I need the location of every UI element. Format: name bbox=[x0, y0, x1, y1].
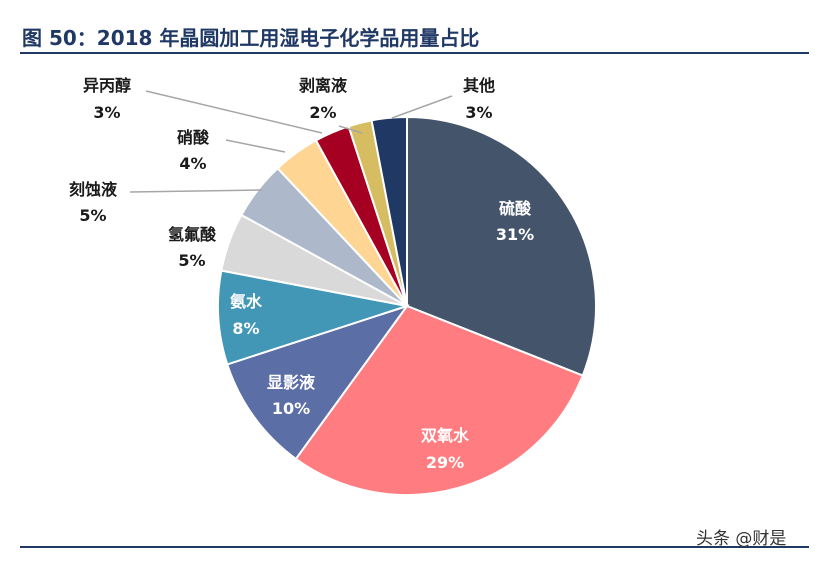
footer-divider bbox=[20, 546, 809, 548]
slice-label: 其他 bbox=[463, 76, 495, 95]
slice-label: 氢氟酸 bbox=[168, 225, 217, 244]
chart-title: 图 50：2018 年晶圆加工用湿电子化学品用量占比 bbox=[22, 26, 480, 50]
slice-percent-label: 5% bbox=[79, 206, 106, 225]
slice-percent-label: 29% bbox=[426, 453, 464, 472]
pie-slice bbox=[294, 304, 585, 496]
slice-percent-label: 3% bbox=[465, 103, 492, 122]
slice-percent-label: 4% bbox=[179, 154, 206, 173]
slice-percent-label: 5% bbox=[178, 251, 205, 270]
slice-percent-label: 31% bbox=[496, 225, 534, 244]
slice-label: 剥离液 bbox=[299, 76, 348, 95]
pie-slice bbox=[370, 115, 408, 307]
pie-slice bbox=[217, 269, 408, 366]
slice-label: 硝酸 bbox=[177, 128, 210, 147]
slice-label: 硫酸 bbox=[499, 199, 532, 218]
pie-slice bbox=[225, 304, 410, 461]
slice-percent-label: 8% bbox=[232, 319, 259, 338]
leader-line bbox=[338, 125, 363, 134]
slice-label: 刻蚀液 bbox=[69, 180, 118, 199]
slice-percent-label: 10% bbox=[272, 399, 310, 418]
leader-line bbox=[129, 189, 263, 193]
slice-percent-label: 3% bbox=[93, 103, 120, 122]
slice-label: 异丙醇 bbox=[83, 76, 131, 95]
watermark: 头条 @财是 bbox=[696, 529, 787, 549]
slice-percent-label: 2% bbox=[309, 103, 336, 122]
slice-label: 氨水 bbox=[230, 292, 263, 311]
title-divider bbox=[20, 52, 809, 54]
pie-slice bbox=[406, 115, 597, 377]
leader-line bbox=[145, 90, 323, 134]
slice-label: 显影液 bbox=[267, 373, 316, 392]
leader-line bbox=[225, 139, 286, 153]
slice-label: 双氧水 bbox=[421, 426, 470, 445]
leader-line bbox=[391, 95, 453, 119]
